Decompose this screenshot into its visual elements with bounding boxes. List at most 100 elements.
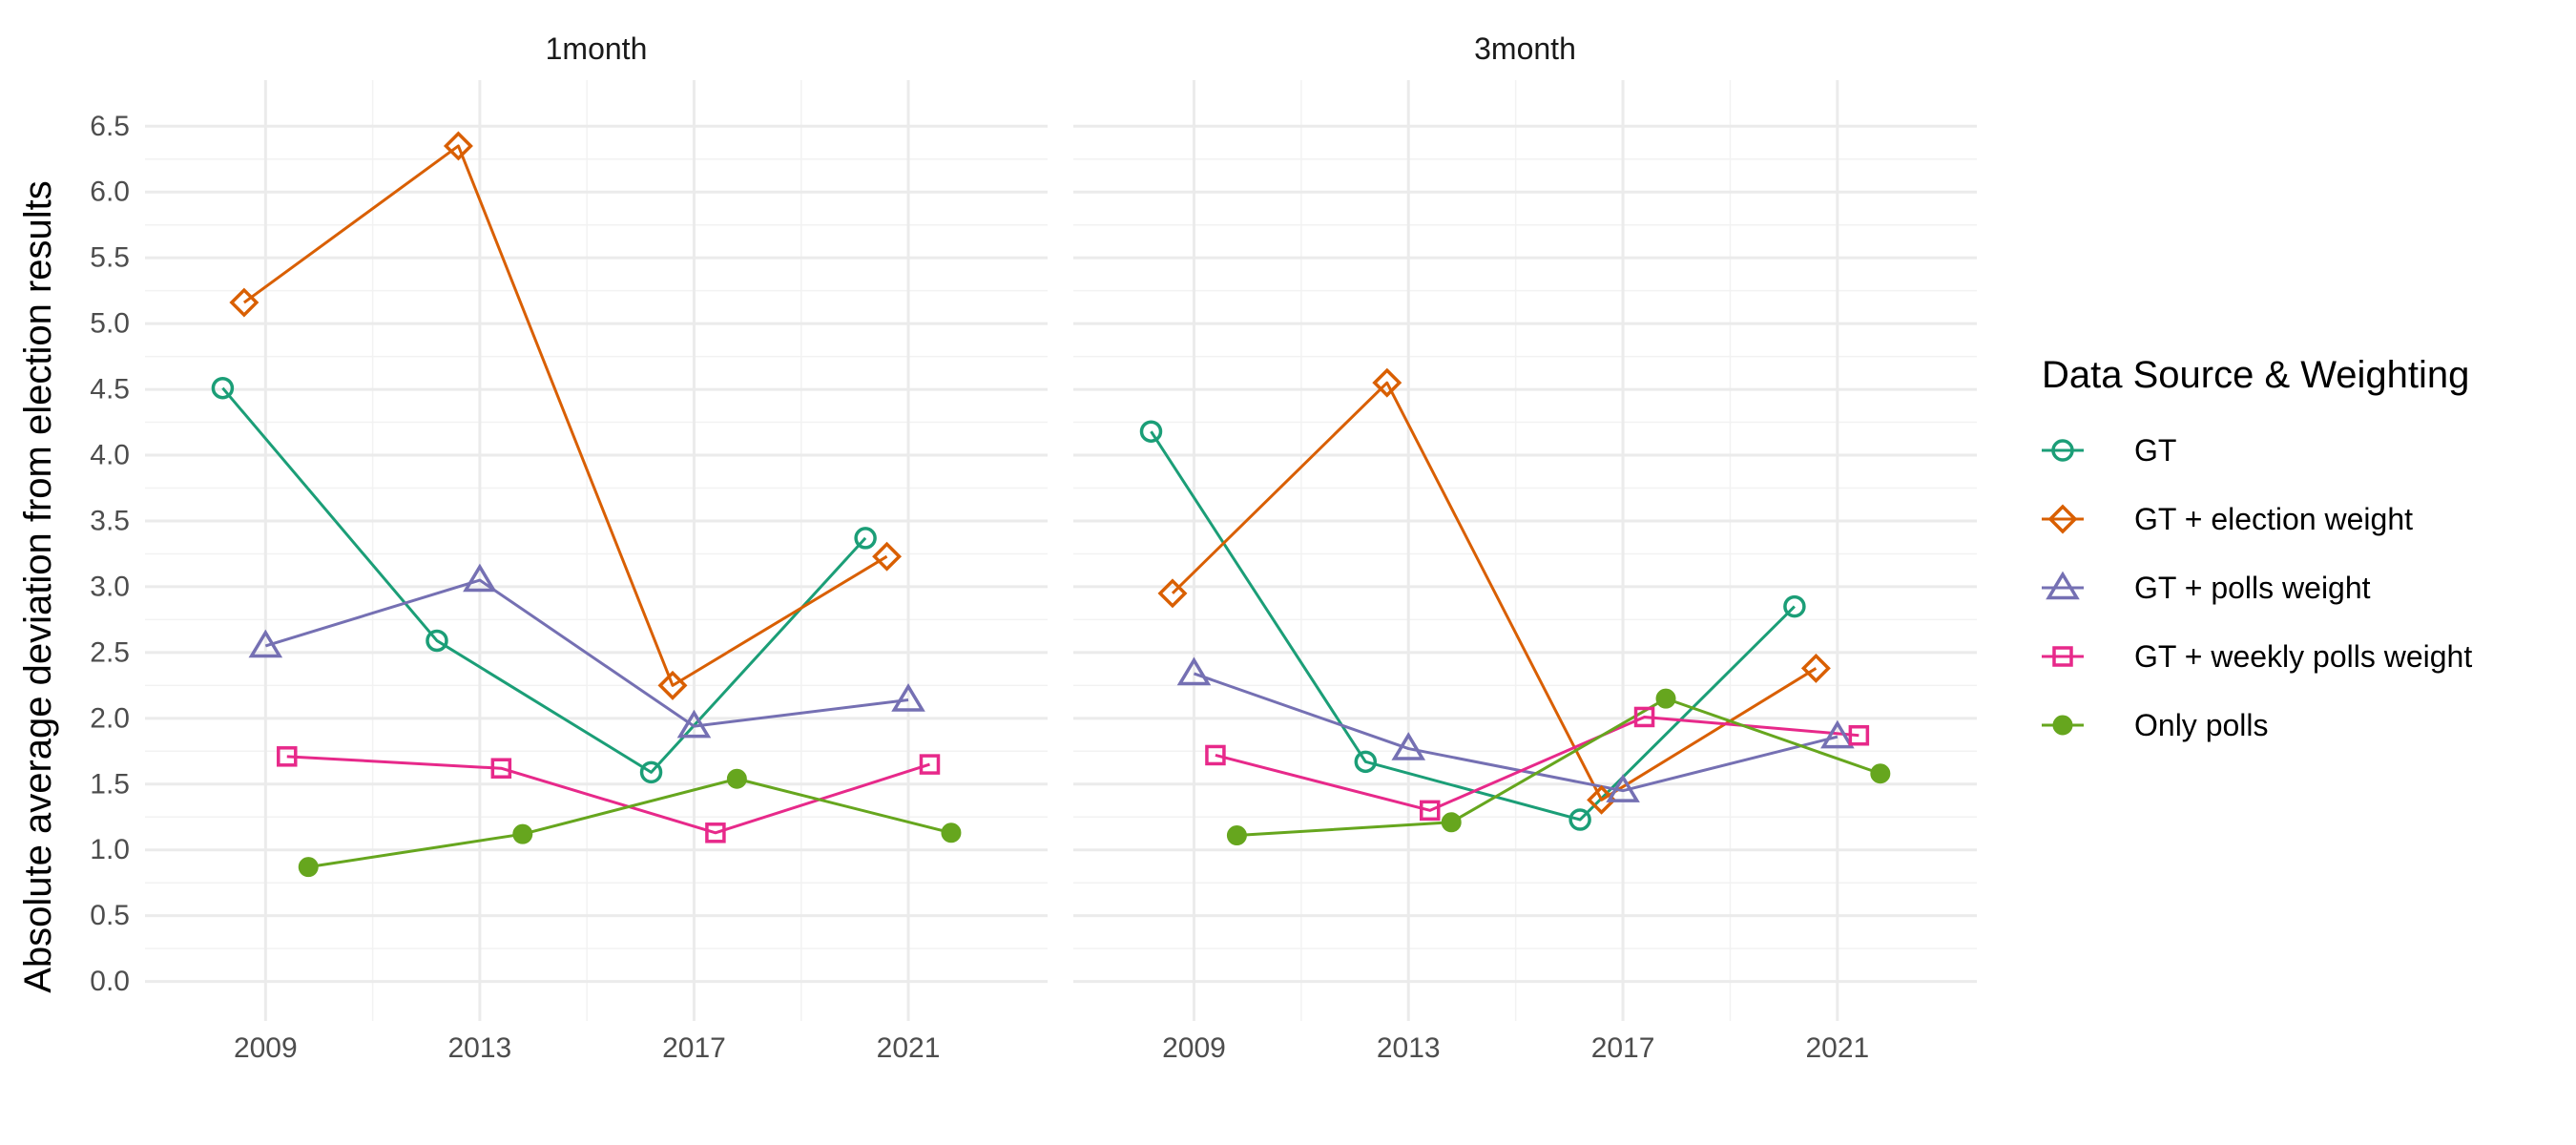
data-point-gt-weekly-polls-weight bbox=[1633, 706, 1655, 728]
legend-key-marker bbox=[2047, 504, 2078, 534]
legend-item-gt: GT bbox=[2042, 433, 2176, 468]
legend-item-gt-election-weight: GT + election weight bbox=[2042, 502, 2413, 536]
series-line-gt bbox=[221, 386, 867, 774]
data-point-only-polls bbox=[1226, 825, 1247, 846]
data-point-gt-weekly-polls-weight bbox=[1419, 800, 1441, 822]
y-tick-label: 5.5 bbox=[90, 242, 130, 274]
data-point-gt-polls-weight bbox=[463, 563, 497, 593]
y-tick-label: 0.5 bbox=[90, 900, 130, 931]
data-point-gt-election-weight bbox=[443, 131, 473, 161]
legend-key-marker bbox=[2051, 439, 2074, 462]
facet-title: 3month bbox=[1474, 31, 1576, 66]
data-point-gt-polls-weight bbox=[1606, 774, 1640, 802]
legend-label: Only polls bbox=[2134, 708, 2269, 742]
data-point-gt bbox=[1139, 420, 1163, 443]
y-tick-label: 1.5 bbox=[90, 768, 130, 800]
data-point-gt bbox=[426, 629, 448, 653]
data-point-gt-weekly-polls-weight bbox=[490, 758, 512, 779]
series-points bbox=[1139, 367, 1891, 846]
x-tick-label: 2021 bbox=[877, 1032, 941, 1064]
data-point-gt-election-weight bbox=[1587, 784, 1617, 815]
data-point-only-polls bbox=[512, 823, 533, 844]
data-point-gt-election-weight bbox=[872, 541, 903, 572]
legend-label: GT + election weight bbox=[2134, 502, 2413, 536]
data-point-only-polls bbox=[1655, 688, 1676, 709]
y-tick-label: 6.0 bbox=[90, 177, 130, 208]
series-lines bbox=[1150, 381, 1881, 838]
data-point-gt-weekly-polls-weight bbox=[705, 822, 726, 843]
legend-label: GT bbox=[2134, 433, 2176, 468]
series-points bbox=[211, 131, 962, 878]
x-tick-label: 2013 bbox=[448, 1032, 512, 1064]
data-point-gt bbox=[639, 760, 663, 784]
x-tick-label: 2009 bbox=[1162, 1032, 1226, 1064]
data-point-gt-weekly-polls-weight bbox=[1205, 744, 1226, 766]
legend-title: Data Source & Weighting bbox=[2042, 354, 2469, 396]
data-point-gt-weekly-polls-weight bbox=[919, 754, 941, 775]
data-point-gt bbox=[854, 527, 877, 550]
x-tick-label: 2017 bbox=[1591, 1032, 1655, 1064]
data-point-gt-election-weight bbox=[1157, 578, 1188, 609]
panel-3month: 2009 2013 2017 2021 3month bbox=[1073, 31, 1977, 1064]
data-point-gt-election-weight bbox=[1372, 367, 1402, 398]
panel-layer: 0.0 0.5 1.0 1.5 2.0 2.5 3.0 3.5 4.0 4.5 5.0 5.5 6.0 6… bbox=[90, 31, 1977, 1064]
legend-label: GT + polls weight bbox=[2134, 571, 2371, 605]
series-line-only-polls bbox=[308, 777, 952, 869]
legend-key-marker bbox=[2046, 571, 2080, 600]
data-point-gt-election-weight bbox=[657, 670, 688, 700]
data-point-gt bbox=[211, 376, 235, 400]
legend-item-gt-weekly-polls-weight: GT + weekly polls weight bbox=[2042, 639, 2472, 674]
legend-item-only-polls: Only polls bbox=[2042, 708, 2269, 742]
legend: Data Source & Weighting GT GT + election … bbox=[2042, 354, 2472, 742]
series-line-gt-polls-weight bbox=[1193, 672, 1839, 793]
facet-title: 1month bbox=[546, 31, 648, 66]
data-point-gt bbox=[1568, 808, 1591, 831]
x-tick-label: 2009 bbox=[234, 1032, 298, 1064]
panel-1month: 0.0 0.5 1.0 1.5 2.0 2.5 3.0 3.5 4.0 4.5 5.0 5.5 6.0 6… bbox=[90, 31, 1048, 1064]
data-point-gt-polls-weight bbox=[1176, 656, 1212, 686]
gridlines bbox=[1073, 80, 1977, 1021]
data-point-gt-polls-weight bbox=[1820, 719, 1855, 749]
data-point-only-polls bbox=[298, 857, 319, 878]
data-point-gt-polls-weight bbox=[891, 683, 925, 712]
y-tick-label: 6.5 bbox=[90, 111, 130, 142]
x-tick-label: 2013 bbox=[1377, 1032, 1441, 1064]
legend-key-marker bbox=[2052, 715, 2073, 736]
data-point-gt-weekly-polls-weight bbox=[1848, 725, 1870, 746]
series-line-only-polls bbox=[1236, 697, 1881, 838]
legend-items: GT GT + election weight GT + polls weight G… bbox=[2042, 433, 2472, 742]
gridlines bbox=[145, 80, 1048, 1021]
series-line-gt-weekly-polls-weight bbox=[286, 755, 930, 835]
y-axis-title: Absolute average deviation from election… bbox=[17, 180, 59, 993]
series-line-gt-election-weight bbox=[1171, 381, 1818, 802]
data-point-gt-election-weight bbox=[1800, 653, 1831, 683]
x-tick-label: 2017 bbox=[662, 1032, 726, 1064]
y-tick-label: 2.5 bbox=[90, 636, 130, 668]
legend-label: GT + weekly polls weight bbox=[2134, 639, 2472, 674]
y-tick-label: 3.0 bbox=[90, 571, 130, 602]
y-tick-label: 2.0 bbox=[90, 702, 130, 734]
data-point-gt-election-weight bbox=[229, 287, 260, 318]
y-tick-label: 1.0 bbox=[90, 834, 130, 865]
y-tick-label: 0.0 bbox=[90, 966, 130, 997]
data-point-gt-polls-weight bbox=[248, 629, 283, 658]
y-tick-label: 4.0 bbox=[90, 440, 130, 471]
series-line-gt-polls-weight bbox=[264, 578, 909, 728]
data-point-only-polls bbox=[1441, 812, 1462, 833]
data-point-only-polls bbox=[1870, 763, 1891, 784]
x-tick-label: 2021 bbox=[1806, 1032, 1870, 1064]
legend-item-gt-polls-weight: GT + polls weight bbox=[2042, 571, 2371, 605]
y-tick-label: 4.5 bbox=[90, 374, 130, 406]
y-tick-label: 5.0 bbox=[90, 308, 130, 340]
data-point-only-polls bbox=[941, 822, 962, 843]
data-point-only-polls bbox=[726, 768, 747, 789]
series-line-gt-election-weight bbox=[242, 144, 888, 687]
data-point-gt bbox=[1783, 594, 1806, 618]
data-point-gt-weekly-polls-weight bbox=[277, 746, 298, 767]
data-point-gt-polls-weight bbox=[1391, 732, 1426, 760]
series-line-gt-weekly-polls-weight bbox=[1215, 715, 1859, 812]
data-point-gt-polls-weight bbox=[676, 709, 712, 739]
y-tick-label: 3.5 bbox=[90, 505, 130, 536]
